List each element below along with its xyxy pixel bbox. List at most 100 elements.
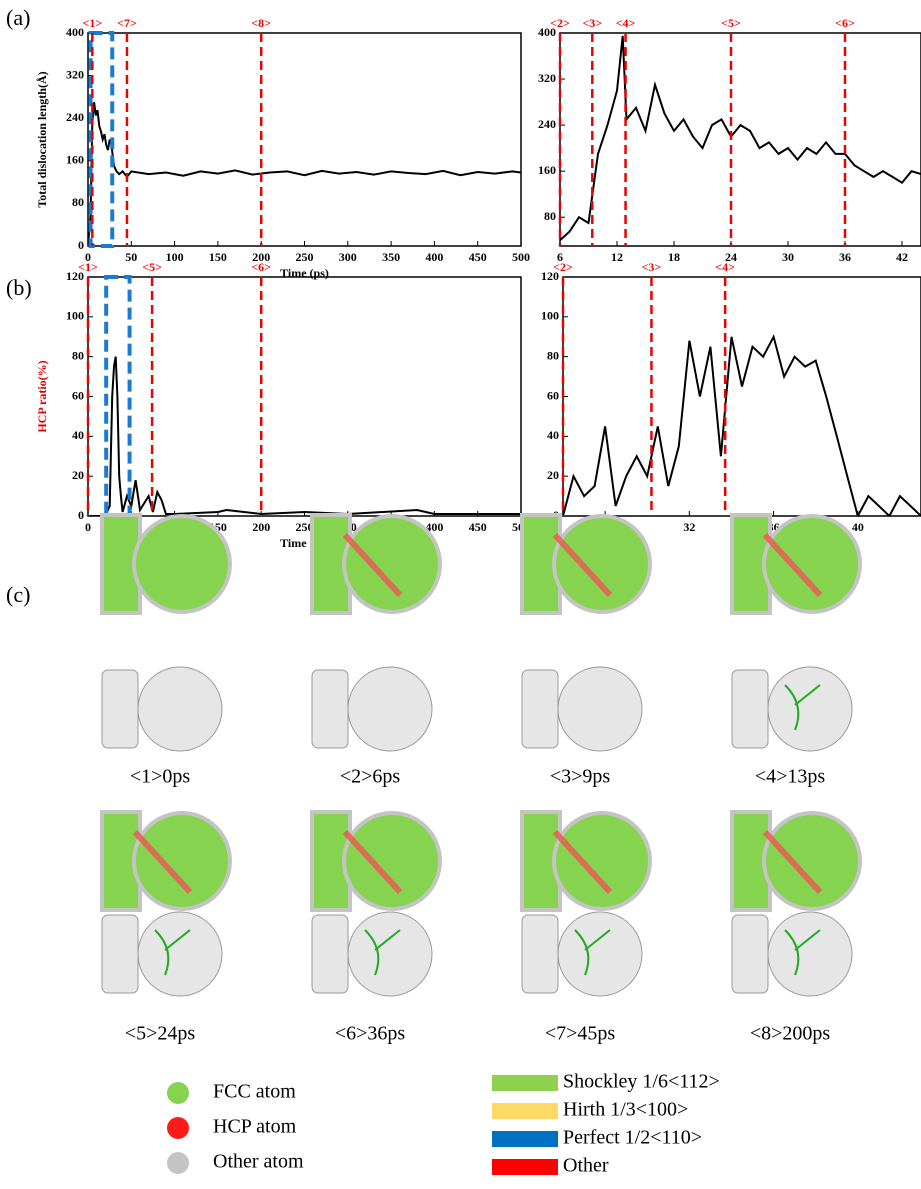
legend-swatch [167,1082,189,1104]
y-tick-label: 80 [544,209,556,223]
x-tick-label: 250 [296,520,314,534]
hcp-band [552,532,613,598]
marker-label: <1> [78,260,98,274]
hcp-band [132,829,193,895]
surface-sphere [347,666,433,752]
atom-sphere [762,514,862,614]
surface-sphere [767,666,853,752]
y-tick-label: 160 [538,163,556,177]
surface-slab [311,669,349,749]
surface-sphere [557,666,643,752]
atom-sphere [132,811,232,911]
y-tick-label: 80 [72,348,84,362]
legend-label: HCP atom [213,1116,297,1138]
y-tick-label: 120 [541,269,559,283]
y-tick-label: 240 [538,117,556,131]
surface-slab [731,914,769,994]
marker-label: <4> [715,260,735,274]
surface-slab [731,669,769,749]
snapshot-label: <3>9ps [550,766,611,788]
snapshot: <8>200ps [730,810,862,1045]
x-tick-label: 300 [339,250,357,264]
snapshot-label: <8>200ps [750,1023,831,1045]
snapshot: <4>13ps [730,513,862,788]
data-line [563,334,921,516]
x-tick-label: 400 [425,250,443,264]
y-tick-label: 40 [547,428,559,442]
atom-sphere [552,811,652,911]
y-tick-label: 80 [72,195,84,209]
x-tick-label: 42 [896,250,908,264]
surface-sphere [137,911,223,997]
legend-label: Perfect 1/2<110> [563,1127,702,1149]
x-tick-label: 24 [725,250,737,264]
snapshot: <3>9ps [520,513,652,788]
legend-swatch [492,1131,558,1147]
hcp-band [762,829,823,895]
y-tick-label: 0 [78,238,84,252]
plot-frame [87,32,522,247]
x-tick-label: 32 [683,520,695,534]
x-tick-label: 250 [296,250,314,264]
y-tick-label: 400 [538,25,556,39]
legend-label: FCC atom [213,1081,296,1103]
y-axis-label: Total dislocation length(Å) [35,71,49,207]
data-line [560,35,921,241]
y-tick-label: 320 [66,67,84,81]
x-tick-label: 400 [425,520,443,534]
marker-label: <4> [616,16,636,30]
hcp-band [342,829,403,895]
x-tick-label: 350 [382,250,400,264]
snapshot-label: <1>0ps [130,766,191,788]
x-tick-label: 500 [512,250,530,264]
y-tick-label: 20 [72,468,84,482]
hcp-band [342,532,403,598]
legend-swatch [492,1159,558,1175]
marker-label: <2> [550,16,570,30]
y-tick-label: 60 [72,388,84,402]
plot-frame [562,276,921,517]
y-tick-label: 20 [547,468,559,482]
marker-label: <6> [251,260,271,274]
dislocation-line [784,929,821,976]
plot-frame [559,32,921,247]
legend-label: Hirth 1/3<100> [563,1099,688,1121]
panel-label: (c) [6,582,30,607]
dislocation-line [784,684,821,731]
surface-sphere [767,911,853,997]
y-axis-label: HCP ratio(%) [35,360,49,432]
snapshot-label: <4>13ps [755,766,826,788]
dislocation-line [154,929,191,976]
snapshot: <5>24ps [100,810,232,1045]
legend-swatch [167,1117,189,1139]
x-tick-label: 200 [252,520,270,534]
legend-label: Shockley 1/6<112> [563,1071,720,1093]
snapshot: <1>0ps [100,513,232,788]
y-tick-label: 40 [72,428,84,442]
surface-slab [311,914,349,994]
data-line [88,356,521,516]
y-tick-label: 60 [547,388,559,402]
x-tick-label: 6 [557,250,563,264]
marker-label: <5> [142,260,162,274]
x-tick-label: 30 [782,250,794,264]
marker-label: <7> [117,16,137,30]
atom-sphere [552,514,652,614]
y-tick-label: 100 [66,309,84,323]
x-tick-label: 40 [852,520,864,534]
surface-sphere [137,666,223,752]
atom-slab [100,810,142,912]
surface-sphere [557,911,643,997]
dislocation-line [364,929,401,976]
y-tick-label: 240 [66,110,84,124]
atom-sphere [342,811,442,911]
legend-label: Other atom [213,1151,304,1173]
marker-label: <8> [251,16,271,30]
dislocation-line [574,929,611,976]
marker-label: <3> [642,260,662,274]
surface-slab [521,914,559,994]
x-tick-label: 450 [469,250,487,264]
atom-sphere [762,811,862,911]
surface-slab [521,669,559,749]
